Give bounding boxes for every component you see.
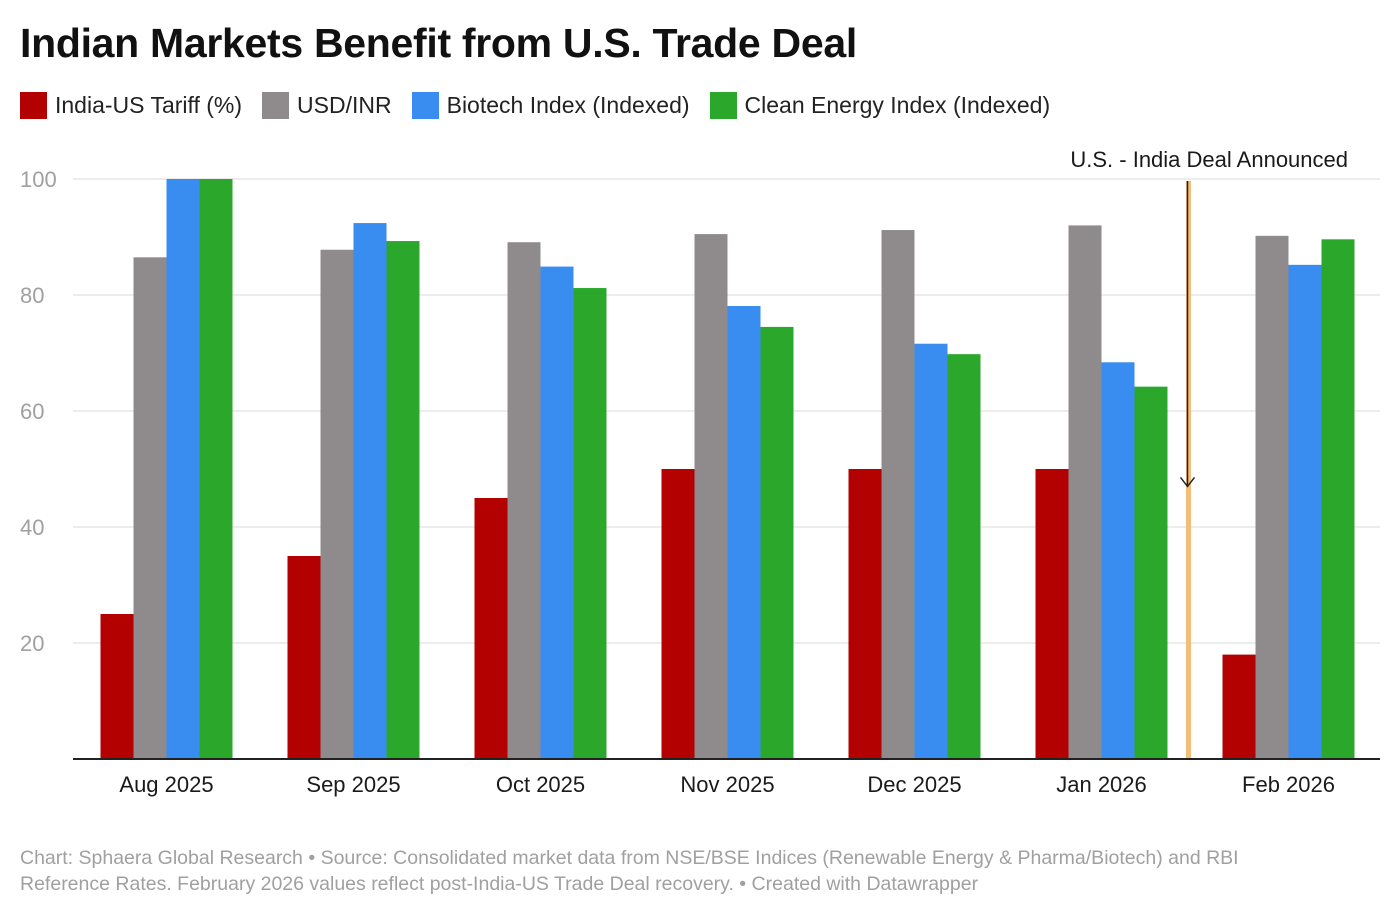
x-tick-label: Dec 2025 [867,772,961,797]
bar-clean-nov-2025 [760,326,794,759]
x-tick-label: Jan 2026 [1056,772,1147,797]
bar-clean-oct-2025 [573,288,607,759]
legend-swatch-tariff [20,92,47,119]
y-tick-label-40: 40 [20,515,44,540]
bar-biotech-nov-2025 [727,306,761,759]
legend: India-US Tariff (%) USD/INR Biotech Inde… [20,92,1070,119]
bar-clean-jan-2026 [1134,386,1168,759]
bar-tariff-oct-2025 [474,498,508,759]
y-tick-label-100: 100 [20,167,57,192]
annotation-label: U.S. - India Deal Announced [1070,147,1348,172]
bar-biotech-aug-2025 [166,179,200,759]
x-tick-label: Oct 2025 [496,772,585,797]
bar-tariff-sep-2025 [287,556,321,759]
x-tick-label: Nov 2025 [680,772,774,797]
legend-label-tariff: India-US Tariff (%) [55,92,243,118]
footer-line-2: Reference Rates. February 2026 values re… [20,873,979,895]
bar-usdinr-feb-2026 [1255,235,1289,760]
bar-clean-dec-2025 [947,354,981,759]
bar-usdinr-dec-2025 [881,230,915,760]
bar-tariff-jan-2026 [1035,469,1069,759]
bar-tariff-feb-2026 [1222,654,1256,759]
bar-tariff-dec-2025 [848,469,882,759]
legend-swatch-biotech [411,92,439,119]
legend-item-usdinr: USD/INR [262,92,392,119]
bar-usdinr-oct-2025 [507,242,541,760]
bar-biotech-oct-2025 [540,266,574,759]
footer-line-1: Chart: Sphaera Global Research • Source:… [20,847,1239,869]
bar-clean-feb-2026 [1321,239,1355,759]
bar-tariff-nov-2025 [661,469,695,759]
legend-swatch-usdinr [262,92,290,119]
legend-item-tariff: India-US Tariff (%) [20,92,242,119]
legend-item-biotech: Biotech Index (Indexed) [411,92,690,119]
bar-usdinr-sep-2025 [320,249,354,759]
bar-clean-aug-2025 [199,179,233,759]
y-tick-label-60: 60 [20,399,44,424]
legend-label-biotech: Biotech Index (Indexed) [446,92,690,118]
x-tick-label: Aug 2025 [119,772,213,797]
bar-biotech-jan-2026 [1101,362,1135,759]
legend-label-clean: Clean Energy Index (Indexed) [744,92,1051,118]
bar-usdinr-aug-2025 [133,257,167,759]
legend-item-clean: Clean Energy Index (Indexed) [709,92,1051,119]
bar-chart: 20 40 60 80 100 Aug 2025 Sep 2025 Oct 2025 Nov 2… [20,147,1380,797]
bar-usdinr-jan-2026 [1068,225,1102,759]
bar-biotech-sep-2025 [353,223,387,759]
chart-footer: Chart: Sphaera Global Research • Source:… [20,845,1380,897]
chart-title: Indian Markets Benefit from U.S. Trade D… [20,20,857,66]
bar-tariff-aug-2025 [100,614,134,759]
annotation-arrow-head [1179,476,1196,488]
legend-swatch-clean [709,92,737,119]
bar-usdinr-nov-2025 [694,234,728,760]
y-tick-label-80: 80 [20,283,44,308]
x-tick-label: Feb 2026 [1242,772,1335,797]
y-tick-label-20: 20 [20,631,44,656]
x-tick-label: Sep 2025 [306,772,400,797]
bar-biotech-feb-2026 [1288,264,1322,759]
legend-label-usdinr: USD/INR [297,92,392,118]
bar-clean-sep-2025 [386,241,420,759]
bar-biotech-dec-2025 [914,343,948,759]
